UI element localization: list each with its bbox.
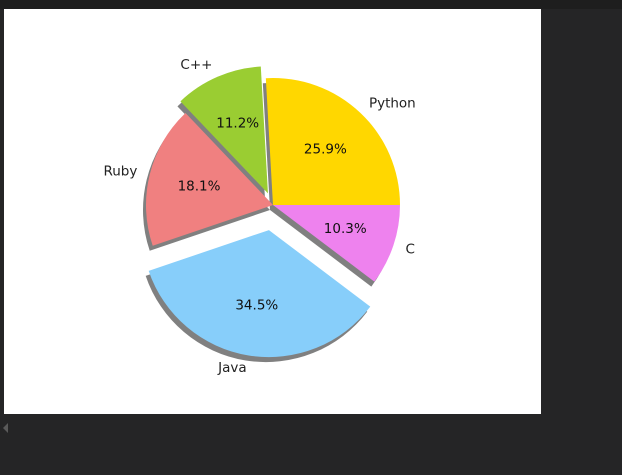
slice-c [273,205,400,282]
slice-percent-ruby: 18.1% [178,179,221,195]
window-top-bar [0,0,622,9]
slice-percent-java: 34.5% [235,297,278,313]
slice-python [265,77,400,205]
slice-percent-c: 10.3% [324,221,367,237]
slice-label-python: Python [369,95,416,111]
slice-label-cpp: C++ [180,57,212,73]
pie-chart: Python 25.9% C++ 11.2% Ruby 18.1% Java 34.5% C 10… [103,57,415,376]
slice-percent-python: 25.9% [304,142,347,158]
slice-label-java: Java [217,360,247,376]
slice-java [148,230,371,358]
scroll-left-arrow-icon[interactable] [3,423,8,433]
slice-label-ruby: Ruby [103,164,137,180]
slices [146,66,400,358]
slice-ruby [146,112,273,246]
slice-labels: Python 25.9% C++ 11.2% Ruby 18.1% Java 34.5% C 10… [103,57,415,376]
slice-label-c: C [405,241,414,257]
figure-canvas: Python 25.9% C++ 11.2% Ruby 18.1% Java 34.5% C 10… [4,9,541,414]
slice-percent-cpp: 11.2% [216,115,259,131]
slice-cpp [180,66,268,194]
